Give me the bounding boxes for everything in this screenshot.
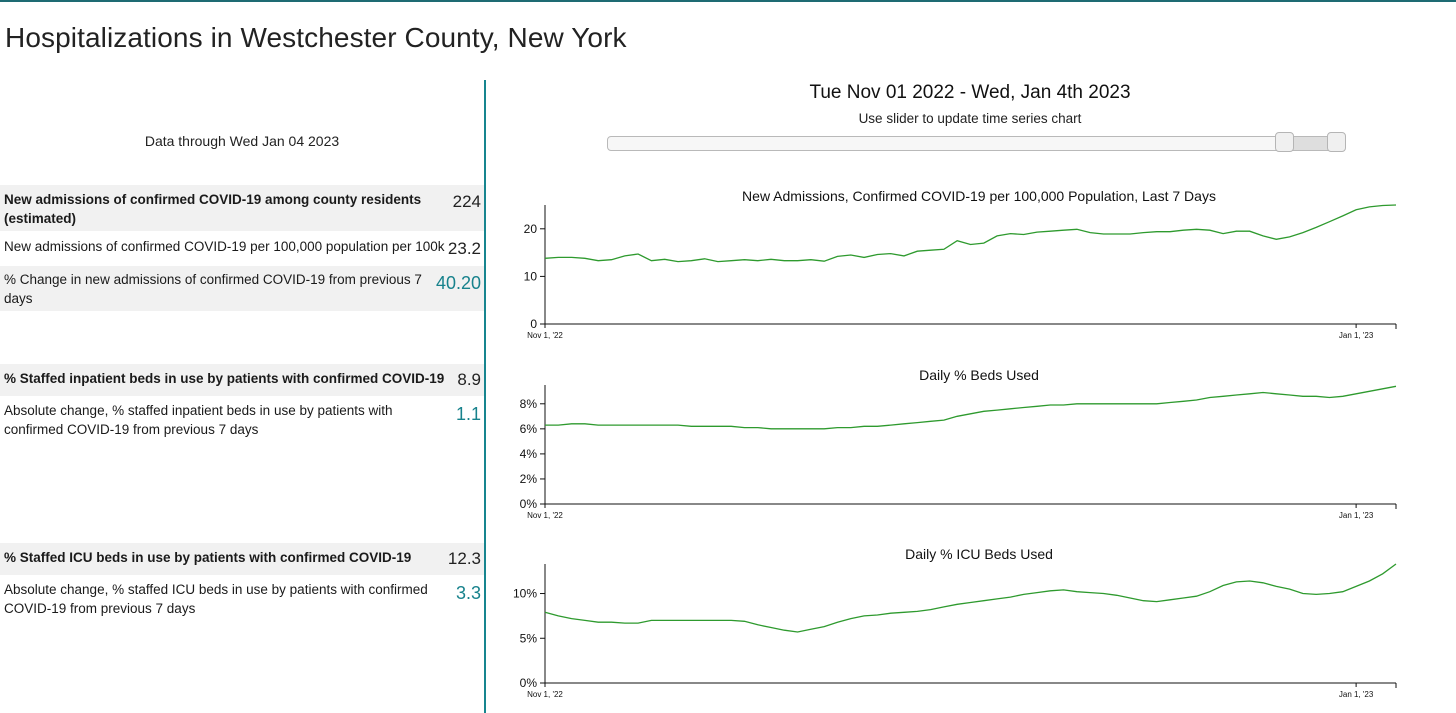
slider-handle-start[interactable] bbox=[1275, 132, 1295, 152]
y-tick-label: 10% bbox=[513, 587, 537, 601]
slider-handle-end[interactable] bbox=[1326, 132, 1346, 152]
series-line bbox=[544, 204, 1397, 263]
chart-title-icu: Daily % ICU Beds Used bbox=[905, 546, 1053, 562]
metric-value: 12.3 bbox=[447, 549, 481, 568]
slider-selected-range[interactable] bbox=[1284, 137, 1336, 150]
metric-label: New admissions of confirmed COVID-19 per… bbox=[4, 239, 445, 254]
metric-value: 8.9 bbox=[457, 370, 481, 389]
series-line bbox=[544, 563, 1397, 633]
y-tick-label: 20 bbox=[524, 222, 538, 236]
y-tick-label: 2% bbox=[520, 472, 538, 486]
metric-label: Absolute change, % staffed inpatient bed… bbox=[4, 403, 393, 437]
metric-row-admissions-per100k: New admissions of confirmed COVID-19 per… bbox=[0, 231, 484, 265]
metric-value: 3.3 bbox=[455, 583, 481, 603]
x-tick-label: Jan 1, '23 bbox=[1339, 511, 1374, 520]
top-accent-line bbox=[0, 0, 1456, 2]
y-tick-label: 0% bbox=[520, 497, 538, 511]
metric-value: 23.2 bbox=[447, 239, 481, 258]
y-tick-label: 5% bbox=[520, 631, 538, 645]
date-range-title: Tue Nov 01 2022 - Wed, Jan 4th 2023 bbox=[809, 82, 1131, 103]
x-tick-label: Jan 1, '23 bbox=[1339, 690, 1374, 699]
metric-row-icu-change: Absolute change, % staffed ICU beds in u… bbox=[0, 576, 484, 622]
data-through-label: Data through Wed Jan 04 2023 bbox=[144, 133, 340, 149]
y-tick-label: 6% bbox=[520, 422, 538, 436]
x-tick-label: Jan 1, '23 bbox=[1339, 331, 1374, 340]
chart-title-beds: Daily % Beds Used bbox=[919, 367, 1039, 383]
time-range-slider[interactable] bbox=[607, 136, 1345, 151]
x-tick-label: Nov 1, '22 bbox=[527, 331, 563, 340]
metric-row-admissions: New admissions of confirmed COVID-19 amo… bbox=[0, 185, 484, 231]
y-tick-label: 10 bbox=[524, 269, 538, 283]
series-line bbox=[545, 385, 1397, 430]
metric-label: Absolute change, % staffed ICU beds in u… bbox=[4, 582, 428, 616]
metric-value: 40.20 bbox=[435, 273, 481, 293]
y-tick-label: 4% bbox=[520, 447, 538, 461]
y-tick-label: 0% bbox=[520, 676, 538, 690]
metric-label: New admissions of confirmed COVID-19 amo… bbox=[4, 192, 422, 226]
page-title: Hospitalizations in Westchester County, … bbox=[5, 22, 627, 53]
y-tick-label: 0 bbox=[530, 317, 537, 331]
chart-icu: 0% 5% 10% Nov 1, '22 Jan 1, '23 bbox=[513, 563, 1397, 699]
metric-label: % Staffed inpatient beds in use by patie… bbox=[4, 371, 445, 386]
metric-label: % Staffed ICU beds in use by patients wi… bbox=[4, 550, 412, 565]
metric-row-icu-beds: % Staffed ICU beds in use by patients wi… bbox=[0, 543, 484, 575]
x-tick-label: Nov 1, '22 bbox=[527, 690, 563, 699]
metric-value: 1.1 bbox=[455, 404, 481, 424]
chart-title-admissions: New Admissions, Confirmed COVID-19 per 1… bbox=[742, 188, 1216, 204]
metric-value: 224 bbox=[452, 192, 481, 211]
panel-divider bbox=[484, 80, 486, 713]
x-tick-label: Nov 1, '22 bbox=[527, 511, 563, 520]
chart-beds: 0% 2% 4% 6% 8% Nov 1, '22 Jan 1, '23 bbox=[520, 385, 1397, 520]
metric-row-inpatient-change: Absolute change, % staffed inpatient bed… bbox=[0, 397, 484, 443]
chart-admissions: 0 10 20 Nov 1, '22 Jan 1, '23 bbox=[524, 204, 1397, 340]
metric-row-admissions-change: % Change in new admissions of confirmed … bbox=[0, 266, 484, 311]
y-tick-label: 8% bbox=[520, 397, 538, 411]
metric-row-inpatient-beds: % Staffed inpatient beds in use by patie… bbox=[0, 364, 484, 396]
slider-help-text: Use slider to update time series chart bbox=[858, 111, 1082, 126]
metric-label: % Change in new admissions of confirmed … bbox=[4, 272, 422, 306]
